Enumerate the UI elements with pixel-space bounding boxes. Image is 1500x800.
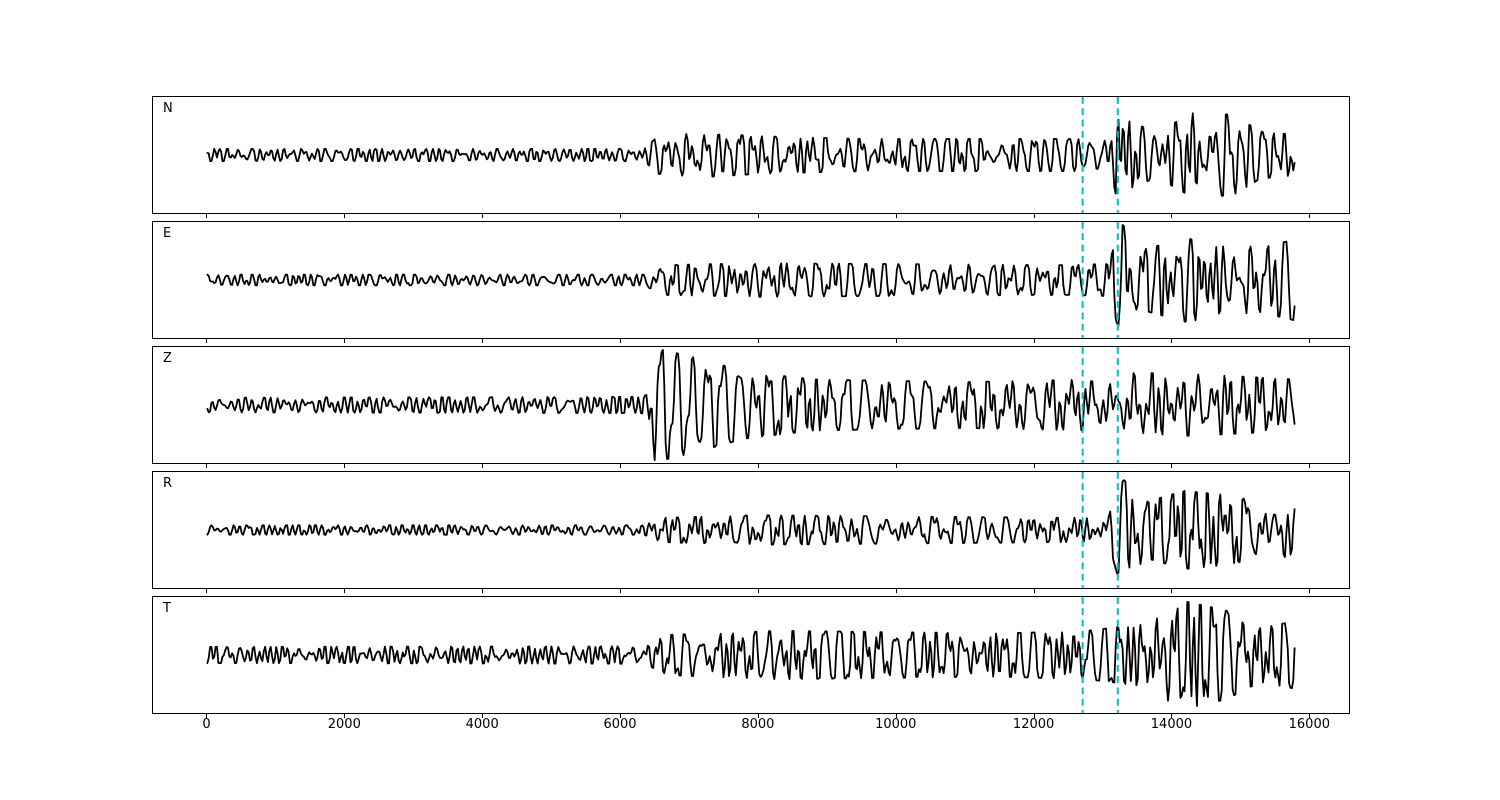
waveform-plot-N [206,97,1296,213]
x-tick-mark [757,214,759,218]
x-tick-label: 4000 [465,717,499,732]
panel-label-Z: Z [163,351,172,366]
x-tick-mark [1033,339,1035,343]
x-tick-mark [757,464,759,468]
seismogram-trace-T [206,600,1296,707]
x-tick-mark [1171,339,1173,343]
waveform-plot-E [206,222,1296,338]
x-tick-mark [895,339,897,343]
x-tick-mark [1033,464,1035,468]
x-tick-mark [1309,714,1311,718]
x-tick-mark [482,339,484,343]
x-tick-mark [206,464,208,468]
x-tick-mark [482,714,484,718]
x-tick-mark [482,214,484,218]
x-tick-mark [895,214,897,218]
x-tick-mark [895,589,897,593]
x-tick-label: 14000 [1150,717,1193,732]
panel-E: E [152,221,1350,339]
seismogram-trace-N [206,112,1296,197]
x-tick-label: 10000 [875,717,917,732]
x-tick-mark [1171,214,1173,218]
x-tick-mark [344,464,346,468]
x-tick-mark [620,464,622,468]
x-tick-mark [895,464,897,468]
x-tick-mark [206,339,208,343]
panel-Z: Z [152,346,1350,464]
x-tick-mark [1309,589,1311,593]
x-tick-mark [1309,464,1311,468]
x-tick-label: 0 [202,717,211,732]
panel-label-E: E [163,226,172,241]
panel-label-N: N [163,101,173,116]
x-tick-mark [482,589,484,593]
waveform-plot-R [206,472,1296,588]
waveform-plot-T [206,597,1296,713]
x-tick-mark [1033,214,1035,218]
x-tick-mark [1171,714,1173,718]
x-tick-mark [620,714,622,718]
x-tick-mark [344,589,346,593]
x-tick-mark [757,589,759,593]
panel-T: T [152,596,1350,714]
panel-label-R: R [163,476,173,491]
x-tick-mark [1309,339,1311,343]
x-tick-label: 8000 [741,717,775,732]
waveform-plot-Z [206,347,1296,463]
x-tick-mark [895,714,897,718]
x-tick-mark [757,714,759,718]
x-tick-mark [206,589,208,593]
x-tick-mark [757,339,759,343]
x-tick-label: 16000 [1288,717,1330,732]
x-tick-label: 6000 [603,717,637,732]
x-tick-mark [206,214,208,218]
x-tick-mark [620,214,622,218]
panel-label-T: T [163,601,171,616]
panel-N: N [152,96,1350,214]
x-tick-mark [1033,714,1035,718]
x-tick-label: 12000 [1012,717,1055,732]
x-tick-mark [206,714,208,718]
seismogram-trace-Z [206,349,1296,461]
x-tick-mark [1033,589,1035,593]
x-tick-mark [344,714,346,718]
x-tick-mark [620,339,622,343]
x-tick-mark [482,464,484,468]
x-tick-label: 2000 [327,717,361,732]
x-tick-mark [620,589,622,593]
x-tick-mark [1171,589,1173,593]
panel-R: R [152,471,1350,589]
x-tick-mark [1309,214,1311,218]
seismogram-trace-E [206,224,1296,327]
x-tick-mark [344,214,346,218]
x-tick-mark [1171,464,1173,468]
x-tick-mark [344,339,346,343]
seismogram-trace-R [206,479,1296,575]
